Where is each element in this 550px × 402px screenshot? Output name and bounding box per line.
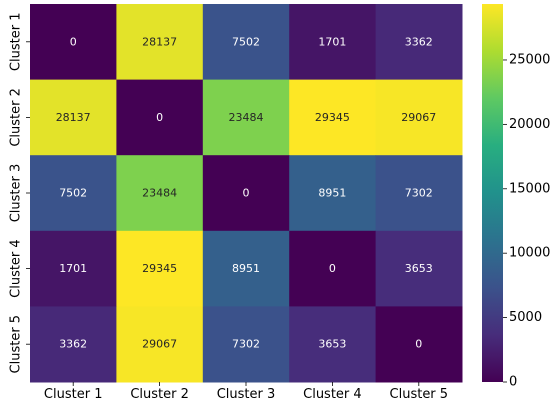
heatmap-cell xyxy=(289,155,377,232)
heatmap-cell xyxy=(375,155,463,232)
heatmap-cell xyxy=(116,155,204,232)
heatmap-cell xyxy=(289,79,377,156)
y-tick-label: Cluster 4 xyxy=(9,239,24,298)
heatmap-cell xyxy=(375,79,463,156)
cell-value-label: 3653 xyxy=(318,338,346,351)
colorbar-tick-label: 20000 xyxy=(509,117,550,132)
colorbar-tick-label: 15000 xyxy=(509,181,550,196)
cell-value-label: 29067 xyxy=(401,111,436,124)
heatmap-cell xyxy=(116,306,204,383)
heatmap-cell xyxy=(289,4,377,81)
cell-value-label: 28137 xyxy=(56,111,91,124)
cell-value-label: 1701 xyxy=(59,262,87,275)
cell-value-label: 1701 xyxy=(318,35,346,48)
heatmap-cell xyxy=(289,306,377,383)
colorbar-tick-label: 25000 xyxy=(509,52,550,67)
heatmap-cell xyxy=(116,79,204,156)
heatmap-cell xyxy=(116,4,204,81)
cell-value-label: 0 xyxy=(156,111,163,124)
heatmap-cell xyxy=(30,155,117,232)
y-tick-label: Cluster 2 xyxy=(9,88,24,147)
cell-value-label: 7502 xyxy=(59,187,87,200)
colorbar-ticks: 0 5000 10000 15000 20000 25000 xyxy=(503,52,550,390)
cell-value-label: 29067 xyxy=(142,338,177,351)
heatmap-cell xyxy=(30,306,117,383)
cell-value-label: 0 xyxy=(415,338,422,351)
x-axis-ticks: Cluster 1 Cluster 2 Cluster 3 Cluster 4 Clus… xyxy=(44,382,448,402)
heatmap-cell xyxy=(289,230,377,307)
cell-value-label: 29345 xyxy=(142,262,177,275)
heatmap-cells xyxy=(30,4,463,383)
cell-value-label: 7302 xyxy=(232,338,260,351)
heatmap-cell xyxy=(30,79,117,156)
cell-value-label: 0 xyxy=(243,187,250,200)
cell-value-label: 0 xyxy=(70,35,77,48)
cell-value-label: 28137 xyxy=(142,35,177,48)
cell-value-label: 8951 xyxy=(318,187,346,200)
heatmap-cell xyxy=(202,306,290,383)
y-tick-label: Cluster 1 xyxy=(9,13,24,72)
cell-value-label: 29345 xyxy=(315,111,350,124)
x-tick-label: Cluster 5 xyxy=(390,387,449,402)
heatmap-cell xyxy=(30,230,117,307)
heatmap-cell xyxy=(202,155,290,232)
heatmap-cell xyxy=(375,306,463,383)
heatmap-cell xyxy=(375,4,463,81)
x-tick-label: Cluster 1 xyxy=(44,387,103,402)
y-axis-ticks: Cluster 1 Cluster 2 Cluster 3 Cluster 4 Clus… xyxy=(9,13,30,374)
heatmap-cell xyxy=(375,230,463,307)
y-tick-label: Cluster 3 xyxy=(9,164,24,223)
heatmap-cell xyxy=(202,4,290,81)
cell-value-label: 3362 xyxy=(59,338,87,351)
y-tick-label: Cluster 5 xyxy=(9,315,24,374)
heatmap-cell-labels: 0 28137 7502 1701 3362 28137 0 23484 29345 29067 7… xyxy=(56,35,437,350)
colorbar-tick-label: 0 xyxy=(509,375,517,390)
cell-value-label: 8951 xyxy=(232,262,260,275)
heatmap-cell xyxy=(30,4,117,81)
colorbar-tick-label: 5000 xyxy=(509,310,542,325)
cell-value-label: 3362 xyxy=(405,35,433,48)
cell-value-label: 3653 xyxy=(405,262,433,275)
x-tick-label: Cluster 4 xyxy=(303,387,362,402)
cell-value-label: 7302 xyxy=(405,187,433,200)
heatmap-cell xyxy=(202,230,290,307)
cell-value-label: 23484 xyxy=(142,187,177,200)
x-tick-label: Cluster 2 xyxy=(130,387,189,402)
x-tick-label: Cluster 3 xyxy=(217,387,276,402)
colorbar-tick-label: 10000 xyxy=(509,246,550,261)
colorbar xyxy=(482,4,503,382)
heatmap-cell xyxy=(116,230,204,307)
heatmap-cell xyxy=(202,79,290,156)
cell-value-label: 7502 xyxy=(232,35,260,48)
cell-value-label: 0 xyxy=(329,262,336,275)
cell-value-label: 23484 xyxy=(229,111,264,124)
